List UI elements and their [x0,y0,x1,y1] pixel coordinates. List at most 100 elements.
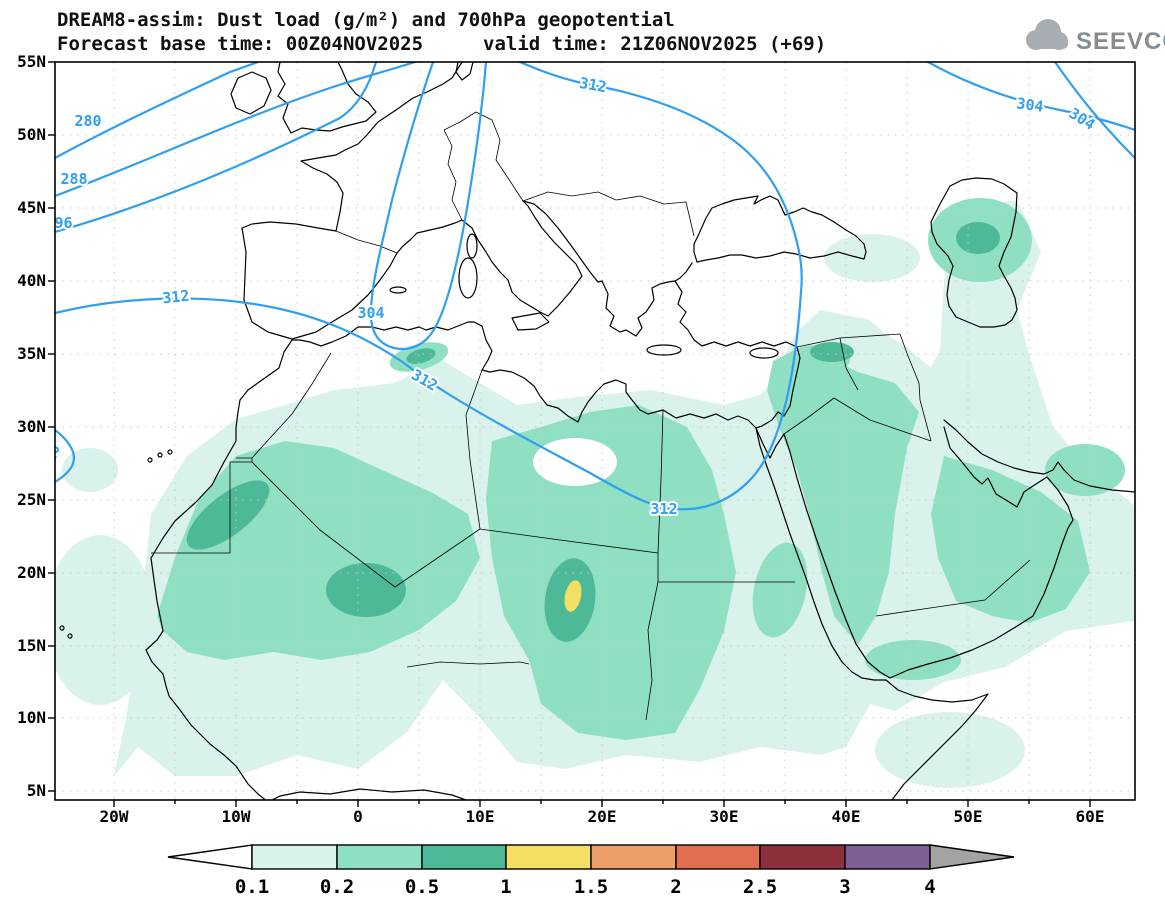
colorbar-tick: 0.1 [235,876,269,898]
colorbar-tick: 0.5 [405,876,439,898]
contour-label: 304 [357,304,384,322]
island-sardinia [458,257,478,299]
latitude-axis: 55N 50N 45N 40N 35N 30N 25N 20N 15N 10N … [17,52,46,800]
map-frame [54,61,1136,801]
title-valid-time: valid time: 21Z06NOV2025 (+69) [483,33,826,55]
coast-europe [241,62,676,340]
coast-arabia [783,426,1074,679]
island-crete [646,344,682,356]
colorbar-seg-0.1 [251,844,338,870]
colorbar-tick: 4 [924,876,935,898]
lat-label: 40N [17,271,46,290]
contour-label: 288 [60,170,87,188]
colorbar-tick: 1.5 [574,876,608,898]
colorbar-tick: 1 [500,876,511,898]
colorbar-arrow-left [167,844,253,870]
colorbar-tick: 3 [839,876,850,898]
lon-label: 30E [710,807,739,826]
colorbar-tick: 0.2 [320,876,354,898]
island-canary-2 [147,457,153,463]
dust-layer-0.5 [186,222,1000,642]
colorbar-arrow-right [929,844,1015,870]
title-line1: DREAM8-assim: Dust load (g/m²) and 700hP… [57,9,675,31]
colorbar-seg-0.5 [421,844,507,870]
island-canary-3 [167,449,173,455]
coast-turkey-africa [145,262,801,800]
country-borders [151,111,1031,721]
contour-304-spain [369,62,488,351]
lon-label: 10W [222,807,251,826]
dust-dark-syria [810,342,854,362]
dust-dark-wsahara [186,480,270,550]
dust-yellow-bodele [564,580,582,612]
coast-sinai [755,427,785,459]
contour-label: 280 [74,112,101,130]
seevccc-logo: SEEVCCC [1026,19,1165,55]
contour-label: 304 [1015,94,1044,116]
contour-label: 304 [1066,104,1099,134]
lon-label: 20W [100,807,129,826]
dust-dark-nalgeria [406,348,436,364]
lat-label: 25N [17,490,46,509]
coast-ireland [230,71,272,115]
dust-med-yemen [865,640,961,680]
contour-label: 320 [38,442,63,473]
lat-label: 10N [17,708,46,727]
lat-label: 55N [17,52,46,71]
graticule [55,62,1135,800]
colorbar-seg-1.5 [590,844,677,870]
lon-label: 40E [832,807,861,826]
coast-gulf-of-guinea [270,788,467,800]
coast-caspian [930,177,1018,328]
island-capeverde-1 [59,625,65,631]
colorbar-seg-0.2 [336,844,423,870]
island-capeverde-2 [67,633,73,639]
island-canary-1 [157,452,163,458]
dust-light-atlantic-north [62,448,118,492]
coast-iran [943,419,1135,493]
dust-light-somalia [875,712,1025,788]
lat-label: 35N [17,344,46,363]
dust-dark-caspian [956,222,1000,254]
contour-288 [55,62,417,198]
colorbar-tick: 2 [670,876,681,898]
contour-labels: 280 288 296 312 304 312 312 312 304 304 … [38,72,1100,520]
lat-label: 20N [17,563,46,582]
lon-label: 10E [466,807,495,826]
lat-label: 45N [17,198,46,217]
coast-black-sea [693,195,867,263]
lon-label: 20E [588,807,617,826]
contour-296 [55,62,378,234]
island-sicily [511,312,550,331]
dust-light-atlantic [55,535,155,705]
lat-label: 50N [17,125,46,144]
contour-304-ne1 [926,62,1135,132]
title-base-time: Forecast base time: 00Z04NOV2025 [57,33,423,55]
contour-label: 312 [161,287,190,308]
island-cyprus [749,347,779,359]
colorbar-seg-2.5 [759,844,846,870]
colorbar-tick: 2.5 [743,876,777,898]
colorbar-seg-3 [844,844,931,870]
longitude-axis: 20W 10W 0 10E 20E 30E 40E 50E 60E [100,807,1105,826]
cloud-icon [1026,19,1068,50]
geopotential-contours [55,62,1135,511]
lon-label: 50E [954,807,983,826]
coast-denmark [455,62,474,81]
dust-gap-central-libya [533,438,617,486]
lat-label: 15N [17,636,46,655]
dust-dark-nmali [326,563,406,617]
lon-label: 0 [353,807,363,826]
contour-label: 312 [578,74,608,96]
lat-label: 30N [17,417,46,436]
logo-text: SEEVCCC [1076,28,1165,55]
lon-label: 60E [1076,807,1105,826]
island-corsica [466,233,478,259]
colorbar-labels: 0.1 0.2 0.5 1 1.5 2 2.5 3 4 [235,876,936,898]
contour-label: 296 [45,214,72,232]
axis-ticks [48,61,1091,807]
dust-med-sudan-coast [752,542,808,638]
contour-320 [55,428,76,484]
lat-label: 5N [27,781,46,800]
